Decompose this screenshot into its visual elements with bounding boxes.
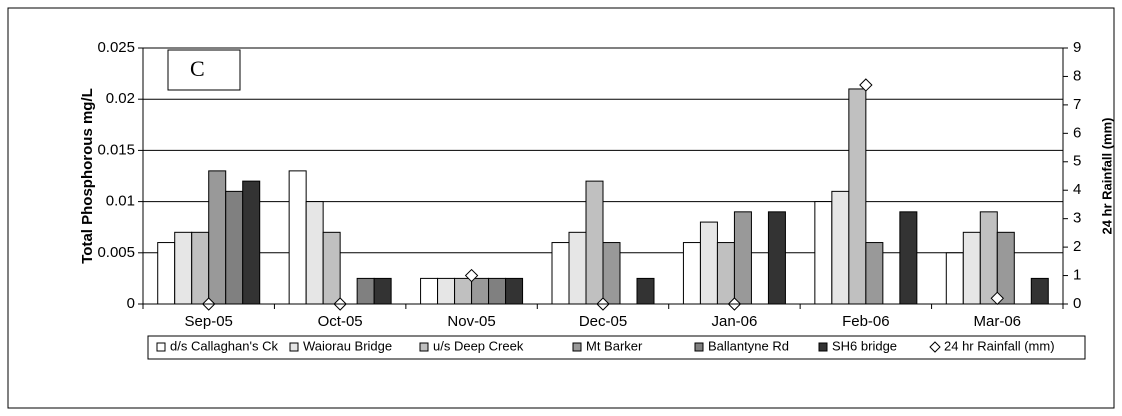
bar — [208, 170, 227, 305]
legend-swatch — [419, 342, 429, 352]
bar — [1030, 277, 1049, 305]
legend-marker — [929, 341, 941, 353]
y2-tick-label: 1 — [1073, 267, 1081, 284]
bar — [322, 231, 341, 305]
bar — [568, 231, 587, 305]
bar — [962, 231, 981, 305]
bar — [733, 211, 752, 305]
legend-box — [147, 335, 1086, 360]
y2-tick-label: 2 — [1073, 238, 1081, 255]
bar — [699, 221, 718, 305]
bar — [288, 170, 307, 305]
bar — [767, 211, 786, 305]
y2-tick-label: 5 — [1073, 153, 1081, 170]
bar — [305, 201, 324, 305]
y-tick-label: 0.01 — [106, 193, 135, 210]
x-tick-label: Nov-05 — [447, 313, 495, 330]
bar — [716, 242, 735, 305]
x-tick-label: Feb-06 — [842, 313, 890, 330]
legend-label: d/s Callaghan's Ck — [170, 338, 278, 353]
y2-tick-label: 7 — [1073, 96, 1081, 113]
bar — [636, 277, 655, 305]
legend-label: Mt Barker — [586, 338, 643, 353]
y-axis-label: Total Phosphorous mg/L — [79, 88, 96, 264]
y2-tick-label: 4 — [1073, 181, 1081, 198]
bar — [505, 277, 524, 305]
bar — [602, 242, 621, 305]
legend-label: 24 hr Rainfall (mm) — [944, 338, 1055, 353]
bar — [814, 201, 833, 305]
legend-label: u/s Deep Creek — [433, 338, 524, 353]
bar — [471, 277, 490, 305]
legend-label: Ballantyne Rd — [708, 338, 789, 353]
y-tick-label: 0.005 — [97, 244, 135, 261]
rainfall-marker — [464, 268, 479, 283]
annotation: C — [190, 56, 205, 81]
y-tick-label: 0.025 — [97, 39, 135, 56]
annotation-box — [167, 49, 241, 91]
legend-swatch — [156, 342, 166, 352]
bar — [682, 242, 701, 305]
legend-swatch — [289, 342, 299, 352]
bar — [899, 211, 918, 305]
y2-tick-label: 3 — [1073, 210, 1081, 227]
y2-tick-label: 9 — [1073, 39, 1081, 56]
bar — [585, 180, 604, 305]
x-tick-label: Sep-05 — [185, 313, 233, 330]
x-tick-label: Dec-05 — [579, 313, 627, 330]
bar — [373, 277, 392, 305]
bar — [488, 277, 507, 305]
legend-label: Waiorau Bridge — [303, 338, 392, 353]
legend-swatch — [694, 342, 704, 352]
bar — [945, 252, 964, 305]
rainfall-marker — [859, 78, 873, 92]
bar — [454, 277, 473, 305]
y-tick-label: 0.015 — [97, 141, 135, 158]
y2-axis-label: 24 hr Rainfall (mm) — [1099, 117, 1114, 234]
y2-tick-label: 0 — [1073, 295, 1081, 312]
bar — [437, 277, 456, 305]
bar — [551, 242, 570, 305]
bar — [420, 277, 439, 305]
legend-swatch — [818, 342, 828, 352]
y2-tick-label: 8 — [1073, 67, 1081, 84]
y2-tick-label: 6 — [1073, 124, 1081, 141]
bar — [157, 242, 176, 305]
bar — [848, 88, 867, 305]
bar — [242, 180, 261, 305]
bar — [191, 231, 210, 305]
legend-swatch — [572, 342, 582, 352]
bar — [996, 231, 1015, 305]
x-tick-label: Jan-06 — [711, 313, 757, 330]
legend-label: SH6 bridge — [832, 338, 897, 353]
bar — [174, 231, 193, 305]
x-tick-label: Mar-06 — [974, 313, 1022, 330]
y-tick-label: 0 — [127, 295, 135, 312]
bar — [356, 277, 375, 305]
bar — [979, 211, 998, 305]
y-tick-label: 0.02 — [106, 90, 135, 107]
bar — [831, 190, 850, 305]
bar — [225, 190, 244, 305]
x-tick-label: Oct-05 — [318, 313, 363, 330]
bar — [865, 242, 884, 305]
